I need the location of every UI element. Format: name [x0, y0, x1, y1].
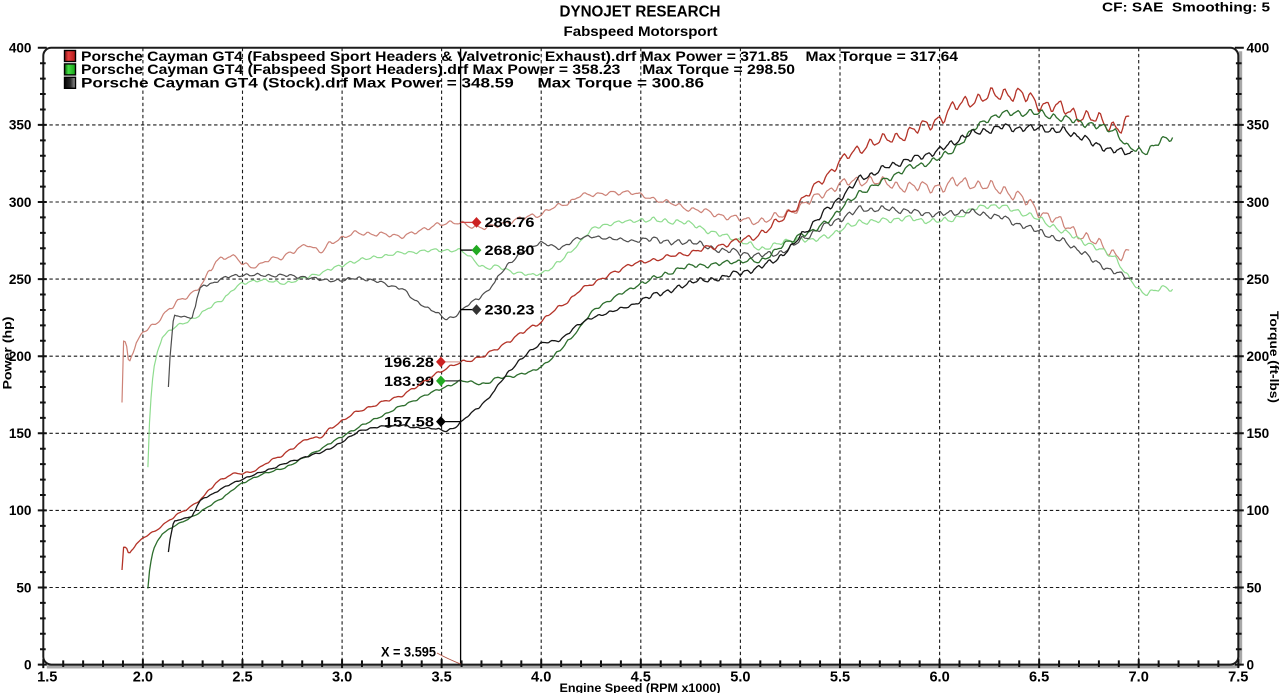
svg-text:Porsche Cayman GT4 (Fabspeed S: Porsche Cayman GT4 (Fabspeed Sport Heade… [81, 49, 958, 64]
svg-text:CF: SAE Smoothing: 5: CF: SAE Smoothing: 5 [1102, 0, 1270, 15]
svg-text:0: 0 [1247, 657, 1255, 672]
svg-text:183.99: 183.99 [384, 374, 434, 389]
svg-text:1.5: 1.5 [37, 670, 57, 686]
svg-text:Fabspeed Motorsport: Fabspeed Motorsport [564, 24, 719, 39]
svg-text:3.5: 3.5 [431, 670, 451, 686]
svg-text:Porsche Cayman GT4 (Fabspeed S: Porsche Cayman GT4 (Fabspeed Sport Heade… [81, 62, 795, 77]
svg-text:300: 300 [9, 195, 32, 210]
svg-text:196.28: 196.28 [384, 355, 435, 370]
svg-text:200: 200 [1247, 349, 1270, 364]
svg-text:6.0: 6.0 [929, 670, 949, 686]
svg-text:150: 150 [1247, 426, 1270, 441]
svg-text:2.0: 2.0 [133, 670, 153, 686]
svg-text:0: 0 [24, 657, 32, 672]
svg-text:Power (hp): Power (hp) [1, 317, 15, 390]
svg-text:400: 400 [1247, 41, 1270, 56]
svg-text:Torque (ft-lbs): Torque (ft-lbs) [1267, 311, 1280, 403]
svg-text:286.76: 286.76 [485, 215, 535, 230]
svg-text:230.23: 230.23 [485, 302, 535, 317]
svg-text:5.5: 5.5 [830, 670, 850, 686]
svg-text:7.0: 7.0 [1129, 670, 1149, 686]
svg-text:5.0: 5.0 [730, 670, 750, 686]
svg-text:3.0: 3.0 [332, 670, 352, 686]
svg-text:Porsche Cayman GT4 (Stock).drf: Porsche Cayman GT4 (Stock).drf Max Power… [81, 76, 704, 91]
svg-text:250: 250 [9, 272, 32, 287]
svg-text:Engine Speed (RPM x1000): Engine Speed (RPM x1000) [560, 681, 721, 693]
svg-text:400: 400 [9, 41, 32, 56]
svg-text:250: 250 [1247, 272, 1270, 287]
svg-text:300: 300 [1247, 195, 1270, 210]
svg-text:100: 100 [9, 503, 32, 518]
svg-text:4.0: 4.0 [531, 670, 551, 686]
svg-text:268.80: 268.80 [485, 243, 535, 258]
svg-text:200: 200 [9, 349, 32, 364]
svg-text:DYNOJET RESEARCH: DYNOJET RESEARCH [560, 4, 721, 21]
svg-text:4.5: 4.5 [631, 670, 651, 686]
svg-text:100: 100 [1247, 503, 1270, 518]
svg-text:7.5: 7.5 [1228, 670, 1248, 686]
svg-text:350: 350 [9, 118, 32, 133]
svg-text:50: 50 [16, 580, 31, 595]
svg-text:150: 150 [9, 426, 32, 441]
svg-text:6.5: 6.5 [1029, 670, 1049, 686]
svg-text:50: 50 [1247, 580, 1262, 595]
svg-text:X = 3.595: X = 3.595 [381, 645, 436, 660]
svg-text:2.5: 2.5 [232, 670, 252, 686]
svg-text:350: 350 [1247, 118, 1270, 133]
